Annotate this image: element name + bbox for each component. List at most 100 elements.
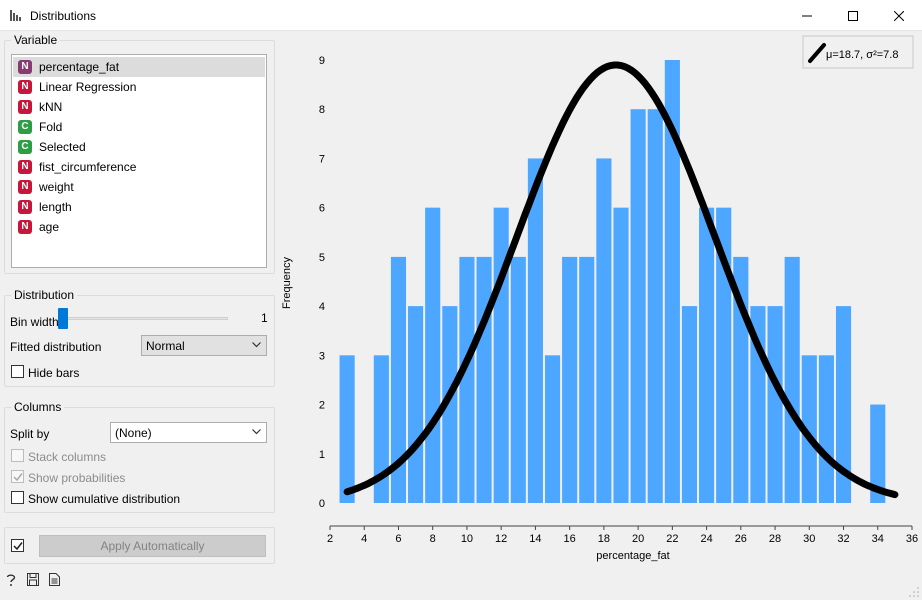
chevron-down-icon xyxy=(252,429,261,435)
stack-columns-label: Stack columns xyxy=(28,450,107,464)
histogram-bar[interactable] xyxy=(425,207,441,503)
close-button[interactable] xyxy=(876,0,922,31)
fitted-distribution-select[interactable]: Normal xyxy=(141,335,267,356)
distribution-box xyxy=(4,295,275,387)
y-tick-label: 6 xyxy=(319,203,325,215)
x-tick-label: 36 xyxy=(906,533,918,545)
distribution-box-title: Distribution xyxy=(11,288,78,302)
x-tick-label: 18 xyxy=(598,533,610,545)
histogram-bar[interactable] xyxy=(476,256,492,503)
categorical-variable-icon: C xyxy=(18,120,32,134)
x-tick-label: 30 xyxy=(803,533,815,545)
x-tick-label: 6 xyxy=(395,533,401,545)
maximize-icon xyxy=(848,10,858,21)
show-probabilities-checkbox[interactable] xyxy=(11,470,24,483)
help-icon[interactable] xyxy=(5,573,17,587)
hide-bars-label: Hide bars xyxy=(28,366,80,380)
hide-bars-checkbox[interactable] xyxy=(11,365,24,378)
columns-box xyxy=(4,407,275,513)
histogram-bar[interactable] xyxy=(544,355,561,503)
plot-area[interactable]: 2 4 6 8 10 12 14 16 18 20 22 24 26 28 30 32 34 36 0 1 2 3 4 5 6 7… xyxy=(280,33,920,595)
categorical-variable-icon: C xyxy=(18,140,32,154)
split-by-select[interactable]: (None) xyxy=(110,422,267,443)
histogram-bar[interactable] xyxy=(562,256,578,503)
bin-width-slider-handle[interactable] xyxy=(58,308,68,329)
list-item-label: age xyxy=(39,220,60,234)
save-icon[interactable] xyxy=(27,573,39,586)
histogram-bar[interactable] xyxy=(579,256,595,503)
histogram-bar[interactable] xyxy=(408,306,424,503)
histogram-bar[interactable] xyxy=(527,158,543,503)
numeric-variable-icon: N xyxy=(18,200,32,214)
histogram-bar[interactable] xyxy=(647,109,663,503)
list-item[interactable]: C Fold xyxy=(13,117,265,137)
fitted-distribution-value: Normal xyxy=(146,339,185,353)
list-item-label: fist_circumference xyxy=(39,160,137,174)
minimize-button[interactable] xyxy=(784,0,830,31)
histogram-bar[interactable] xyxy=(373,355,389,503)
histogram-bar[interactable] xyxy=(681,306,698,503)
histogram-bar[interactable] xyxy=(801,355,817,503)
list-item[interactable]: C Selected xyxy=(13,137,265,157)
histogram-bar[interactable] xyxy=(716,207,732,503)
histogram-bar[interactable] xyxy=(442,306,458,503)
list-item-label: Selected xyxy=(39,140,86,154)
numeric-variable-icon: N xyxy=(18,220,32,234)
chevron-down-icon xyxy=(252,342,261,348)
x-tick-label: 32 xyxy=(837,533,849,545)
list-item-label: Fold xyxy=(39,120,63,134)
fitted-normal-curve xyxy=(343,61,899,499)
list-item-label: percentage_fat xyxy=(39,60,120,74)
histogram-bar[interactable] xyxy=(818,355,834,503)
histogram-bar[interactable] xyxy=(784,256,800,503)
x-tick-label: 26 xyxy=(735,533,747,545)
apply-automatically-button[interactable]: Apply Automatically xyxy=(39,535,266,557)
histogram-bar[interactable] xyxy=(613,207,629,503)
histogram-bar[interactable] xyxy=(835,306,852,503)
bin-width-value: 1 xyxy=(261,311,268,325)
histogram-chart[interactable]: 2 4 6 8 10 12 14 16 18 20 22 24 26 28 30 32 34 3601234567… xyxy=(280,33,920,595)
x-tick-label: 20 xyxy=(632,533,644,545)
checkmark-icon xyxy=(13,542,23,551)
histogram-bar[interactable] xyxy=(339,355,355,503)
histogram-bar[interactable] xyxy=(510,256,526,503)
histogram-bar[interactable] xyxy=(699,207,715,503)
y-tick-label: 7 xyxy=(319,153,325,165)
y-tick-label: 8 xyxy=(319,104,325,116)
histogram-bar[interactable] xyxy=(630,109,646,503)
histogram-bar[interactable] xyxy=(767,306,783,503)
report-icon[interactable] xyxy=(49,573,60,586)
auto-apply-checkbox[interactable] xyxy=(11,539,24,552)
variable-box-title: Variable xyxy=(11,33,61,47)
bin-width-label: Bin width xyxy=(10,315,59,329)
columns-box-title: Columns xyxy=(11,400,65,414)
bin-width-slider-track[interactable] xyxy=(58,317,228,320)
show-cumulative-checkbox[interactable] xyxy=(11,491,24,504)
resize-grip-icon[interactable] xyxy=(908,586,920,598)
numeric-variable-icon: N xyxy=(18,180,32,194)
histogram-bar[interactable] xyxy=(596,158,612,503)
numeric-variable-icon: N xyxy=(18,100,32,114)
stack-columns-checkbox[interactable] xyxy=(11,449,24,462)
histogram-bar[interactable] xyxy=(390,256,407,503)
legend-line-swatch xyxy=(808,43,826,63)
histogram-bar[interactable] xyxy=(493,207,509,503)
histogram-bar[interactable] xyxy=(459,256,475,503)
y-tick-label: 2 xyxy=(319,400,325,412)
numeric-variable-icon: N xyxy=(18,80,32,94)
numeric-variable-icon: N xyxy=(18,60,32,74)
apply-box xyxy=(4,527,275,564)
histogram-bar[interactable] xyxy=(664,60,680,503)
list-item[interactable]: N Linear Regression xyxy=(13,77,265,97)
histogram-bar[interactable] xyxy=(870,404,886,503)
bar-chart-icon xyxy=(10,10,21,21)
list-item-label: kNN xyxy=(39,100,63,114)
maximize-button[interactable] xyxy=(830,0,876,31)
